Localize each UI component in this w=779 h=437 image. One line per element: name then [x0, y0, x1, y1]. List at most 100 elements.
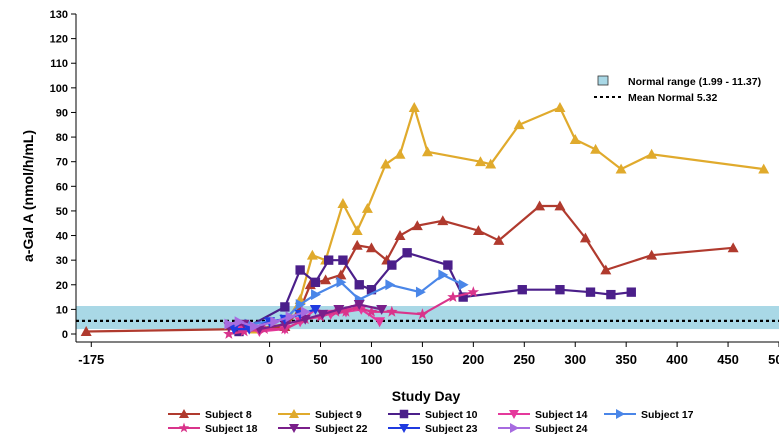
legend-label: Subject 17	[641, 409, 694, 421]
data-point-subject-17	[415, 286, 426, 298]
legend-item-subject-9: Subject 9	[278, 409, 362, 421]
y-tick-label: 110	[50, 58, 68, 70]
data-point-subject-10	[310, 277, 321, 287]
legend-item-subject-14: Subject 14	[498, 409, 588, 421]
normal-range-band	[76, 306, 779, 330]
data-point-subject-10	[366, 285, 377, 295]
legend-marker	[178, 422, 190, 433]
data-point-subject-8	[579, 232, 591, 243]
y-tick-label: 80	[56, 132, 68, 144]
data-point-subject-18	[314, 310, 327, 322]
data-point-subject-9	[554, 102, 566, 112]
legend-item-subject-10: Subject 10	[388, 409, 478, 421]
data-point-subject-18	[223, 327, 235, 339]
legend-marker	[399, 409, 409, 419]
legend-item-subject-23: Subject 23	[388, 423, 478, 435]
legend-label: Subject 9	[315, 409, 362, 421]
legend-marker	[509, 410, 519, 419]
y-tick-label: 90	[56, 107, 68, 119]
legend-marker	[179, 409, 189, 418]
legend-marker	[289, 409, 299, 418]
y-tick-label: 50	[56, 206, 68, 218]
data-point-subject-8	[411, 220, 423, 231]
data-point-subject-10	[585, 287, 596, 297]
series-line-subject-9	[239, 103, 764, 331]
x-tick-label: 200	[462, 352, 484, 367]
data-point-subject-18	[467, 286, 480, 297]
legend-label: Subject 22	[315, 423, 368, 435]
legend-label: Subject 14	[535, 409, 588, 421]
data-point-subject-17	[295, 298, 306, 310]
mean-normal-legend-label: Mean Normal 5.32	[628, 92, 717, 104]
data-point-subject-22	[376, 304, 388, 315]
legend-marker	[510, 423, 519, 433]
data-point-subject-8	[365, 242, 377, 253]
data-point-subject-10	[606, 289, 616, 300]
y-tick-label: 120	[50, 34, 68, 46]
x-tick-label: 450	[717, 352, 739, 367]
data-point-subject-18	[238, 325, 250, 337]
legend-label: Subject 10	[425, 409, 478, 421]
data-point-subject-8	[320, 274, 332, 285]
data-point-subject-9	[513, 119, 525, 130]
data-point-subject-24	[285, 311, 296, 323]
axes: 0 10 20 30 40 50 60 70 80 90 100 110 120 130 -175 0 50 10…	[50, 9, 779, 367]
series-line-subject-18	[228, 291, 474, 336]
y-tick-label: 20	[56, 280, 68, 292]
data-point-subject-8	[727, 242, 739, 253]
data-point-subject-24	[270, 316, 281, 328]
data-point-subject-22	[317, 309, 329, 320]
normal-range-legend-label: Normal range (1.99 - 11.37)	[628, 76, 761, 88]
data-point-subject-9	[337, 198, 349, 208]
data-point-subject-17	[311, 289, 321, 301]
data-point-subject-8	[80, 326, 92, 336]
data-point-subject-9	[394, 148, 406, 159]
legend-item-subject-18: Subject 18	[168, 422, 258, 435]
data-point-subject-8	[335, 269, 347, 280]
legend-marker	[399, 424, 409, 433]
x-tick-label: 500	[768, 352, 779, 367]
data-point-subject-14	[374, 317, 386, 328]
data-point-subject-8	[554, 200, 566, 211]
legend-label: Subject 18	[205, 423, 258, 435]
legend-label: Subject 23	[425, 423, 478, 435]
data-point-subject-23	[228, 324, 240, 335]
x-tick-label: 250	[513, 352, 535, 367]
reference-legend: Normal range (1.99 - 11.37) Mean Normal 5…	[594, 75, 761, 104]
x-tick-label: -175	[78, 352, 104, 367]
x-tick-label: 400	[666, 352, 688, 367]
data-point-subject-10	[555, 285, 565, 295]
normal-range-band-layer	[76, 306, 779, 330]
y-axis-label: a-Gal A (nmol/h/mL)	[20, 130, 36, 262]
x-tick-label: 0	[266, 352, 273, 367]
legend-marker	[616, 409, 625, 419]
legend-item-subject-24: Subject 24	[498, 423, 588, 435]
data-point-subject-18	[340, 305, 352, 317]
data-point-subject-10	[443, 260, 453, 270]
data-point-subject-9	[422, 146, 433, 157]
data-point-subject-8	[534, 200, 546, 211]
data-point-subject-8	[600, 264, 612, 275]
data-point-subject-10	[354, 280, 364, 290]
data-point-subject-9	[474, 156, 486, 167]
legend-marker	[289, 424, 299, 433]
series-subject-10	[234, 248, 636, 337]
y-tick-label: 60	[56, 181, 68, 193]
x-tick-label: 300	[564, 352, 586, 367]
data-point-subject-24	[300, 306, 311, 318]
x-tick-label: 50	[313, 352, 327, 367]
data-point-subject-9	[408, 102, 420, 112]
data-point-subject-8	[493, 234, 505, 245]
data-point-subject-17	[385, 279, 396, 291]
y-tick-label: 30	[56, 255, 68, 267]
data-point-subject-17	[458, 279, 469, 291]
data-point-subject-10	[280, 302, 290, 312]
data-point-subject-9	[758, 163, 770, 174]
legend-item-subject-8: Subject 8	[168, 409, 252, 421]
data-point-subject-10	[295, 265, 305, 275]
data-point-subject-9	[569, 134, 581, 144]
y-tick-label: 130	[50, 9, 68, 21]
data-point-subject-10	[323, 255, 334, 265]
y-tick-label: 70	[56, 157, 68, 169]
data-point-subject-10	[626, 287, 636, 297]
